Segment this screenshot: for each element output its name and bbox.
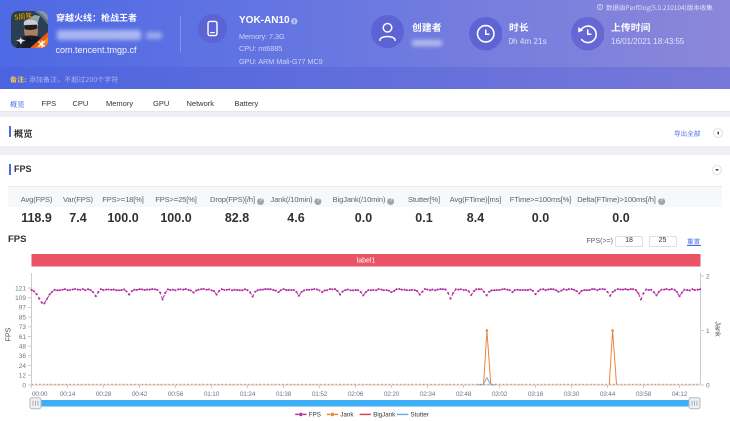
svg-text:02:20: 02:20 <box>384 391 400 398</box>
svg-text:01:38: 01:38 <box>276 391 292 398</box>
svg-text:03:44: 03:44 <box>600 391 616 398</box>
svg-text:Jank: Jank <box>714 321 723 337</box>
svg-text:109: 109 <box>15 295 26 302</box>
svg-text:0: 0 <box>706 382 710 389</box>
svg-text:label1: label1 <box>357 258 376 265</box>
svg-text:12: 12 <box>19 373 27 380</box>
svg-text:97: 97 <box>19 305 27 312</box>
svg-text:04:12: 04:12 <box>672 391 688 398</box>
svg-text:FPS: FPS <box>4 327 13 341</box>
svg-text:01:52: 01:52 <box>312 391 328 398</box>
svg-text:61: 61 <box>19 334 27 341</box>
svg-text:00:28: 00:28 <box>96 391 112 398</box>
svg-text:Jank: Jank <box>340 412 354 419</box>
svg-text:02:48: 02:48 <box>456 391 472 398</box>
svg-text:00:56: 00:56 <box>168 391 184 398</box>
svg-text:00:42: 00:42 <box>132 391 148 398</box>
svg-text:73: 73 <box>19 324 27 331</box>
svg-text:03:02: 03:02 <box>492 391 508 398</box>
svg-text:03:58: 03:58 <box>636 391 652 398</box>
svg-text:1: 1 <box>706 328 710 335</box>
svg-text:121: 121 <box>15 285 26 292</box>
svg-text:00:14: 00:14 <box>60 391 76 398</box>
svg-text:FPS: FPS <box>309 412 321 419</box>
svg-text:03:30: 03:30 <box>564 391 580 398</box>
svg-text:48: 48 <box>19 344 27 351</box>
svg-text:24: 24 <box>19 363 27 370</box>
svg-text:36: 36 <box>19 353 27 360</box>
svg-text:02:06: 02:06 <box>348 391 364 398</box>
svg-text:02:34: 02:34 <box>420 391 436 398</box>
svg-text:2: 2 <box>706 273 710 280</box>
svg-text:03:16: 03:16 <box>528 391 544 398</box>
svg-text:01:10: 01:10 <box>204 391 220 398</box>
svg-text:01:24: 01:24 <box>240 391 256 398</box>
svg-text:00:00: 00:00 <box>32 391 48 398</box>
svg-text:0: 0 <box>22 382 26 389</box>
svg-text:Stutter: Stutter <box>411 412 429 419</box>
svg-text:85: 85 <box>19 314 27 321</box>
svg-text:BigJank: BigJank <box>373 412 396 419</box>
